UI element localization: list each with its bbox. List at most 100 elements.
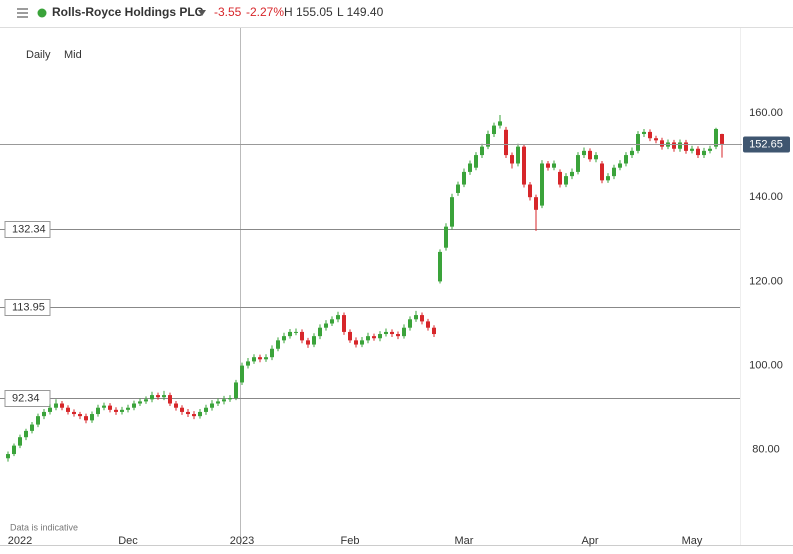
candle-body	[18, 437, 22, 446]
candle-body	[108, 405, 112, 410]
candle-body	[690, 148, 694, 151]
candle-body	[132, 403, 136, 408]
level-label: 92.34	[12, 392, 40, 404]
candle-body	[300, 331, 304, 341]
x-tick-label: Feb	[341, 535, 360, 547]
dropdown-arrow[interactable]	[198, 10, 206, 16]
candle-body	[696, 148, 700, 156]
candle-body	[330, 319, 334, 324]
candle-body	[642, 131, 646, 135]
menu-icon[interactable]	[17, 8, 28, 18]
candle-body	[468, 163, 472, 172]
candle-body	[630, 150, 634, 156]
candle-body	[66, 407, 70, 412]
candle-body	[312, 336, 316, 345]
candle-body	[324, 323, 328, 328]
candle-body	[528, 184, 532, 198]
candle-body	[318, 327, 322, 337]
x-tick-label: 2023	[230, 535, 254, 547]
candle-body	[258, 357, 262, 360]
candle-body	[654, 138, 658, 141]
level-label-box	[4, 299, 51, 316]
candle-body	[594, 155, 598, 160]
candle-body	[276, 340, 280, 349]
high: H 155.05	[284, 5, 333, 19]
candle-body	[552, 163, 556, 168]
candle-body	[348, 331, 352, 341]
candle-body	[708, 148, 712, 151]
level-label-box	[4, 221, 51, 238]
x-tick-label: 2022	[8, 535, 32, 547]
candle-body	[336, 315, 340, 320]
y-tick-label: 160.00	[749, 107, 783, 119]
candle-body	[306, 340, 310, 345]
candle-body	[474, 155, 478, 168]
price-type[interactable]: Mid	[64, 49, 82, 61]
instrument-name[interactable]: Rolls-Royce Holdings PLC	[52, 5, 204, 19]
candle-body	[126, 407, 130, 410]
candle-body	[60, 403, 64, 408]
change: -3.55	[214, 5, 242, 19]
candle-body	[384, 331, 388, 335]
candle-body	[516, 146, 520, 164]
x-tick-label: Dec	[118, 535, 138, 547]
candle-body	[150, 395, 154, 400]
candle-body	[192, 414, 196, 417]
candle-body	[510, 155, 514, 164]
candle-body	[102, 405, 106, 408]
candle-body	[390, 331, 394, 335]
level-label: 132.34	[12, 223, 46, 235]
candle-body	[444, 226, 448, 248]
candle-body	[426, 321, 430, 328]
y-tick-label: 120.00	[749, 275, 783, 287]
candle-body	[438, 251, 442, 282]
candle-body	[24, 430, 28, 438]
candle-body	[588, 150, 592, 160]
candle-body	[576, 155, 580, 172]
candle-body	[156, 395, 160, 398]
candle-body	[180, 407, 184, 412]
candle-body	[648, 131, 652, 139]
status-dot	[37, 8, 47, 18]
candle-body	[702, 150, 706, 156]
candle-body	[198, 411, 202, 417]
candle-body	[252, 357, 256, 362]
candle-body	[432, 327, 436, 335]
candle-body	[558, 171, 562, 185]
y-tick-label: 140.00	[749, 191, 783, 203]
candle-body	[270, 348, 274, 358]
candle-body	[72, 411, 76, 415]
plot: 80.00 100.00 120.00 140.00 160.00 132.34 113.9…	[0, 107, 790, 547]
candle-body	[492, 125, 496, 135]
candle-body	[372, 336, 376, 339]
level-label: 113.95	[12, 301, 45, 313]
candle-body	[210, 403, 214, 408]
candle-body	[354, 340, 358, 345]
candle-body	[480, 146, 484, 156]
change-pct: -2.27%	[246, 5, 284, 19]
candle-body	[396, 334, 400, 337]
candle-body	[120, 409, 124, 412]
candle-body	[606, 176, 610, 181]
candle-body	[294, 331, 298, 333]
candle-body	[48, 407, 52, 412]
candle-body	[402, 327, 406, 337]
candle-body	[456, 184, 460, 193]
candle-body	[378, 334, 382, 339]
candle-body	[672, 142, 676, 149]
candle-body	[546, 163, 550, 168]
interval[interactable]: Daily	[26, 49, 51, 61]
candle-body	[462, 171, 466, 185]
candle-body	[450, 197, 454, 227]
candle-body	[36, 416, 40, 425]
candle-body	[30, 424, 34, 431]
low: L 149.40	[337, 5, 384, 19]
candle-body	[414, 315, 418, 320]
y-tick-label: 80.00	[752, 444, 780, 456]
candle-body	[522, 146, 526, 185]
candle-body	[282, 336, 286, 341]
candle-body	[246, 361, 250, 366]
